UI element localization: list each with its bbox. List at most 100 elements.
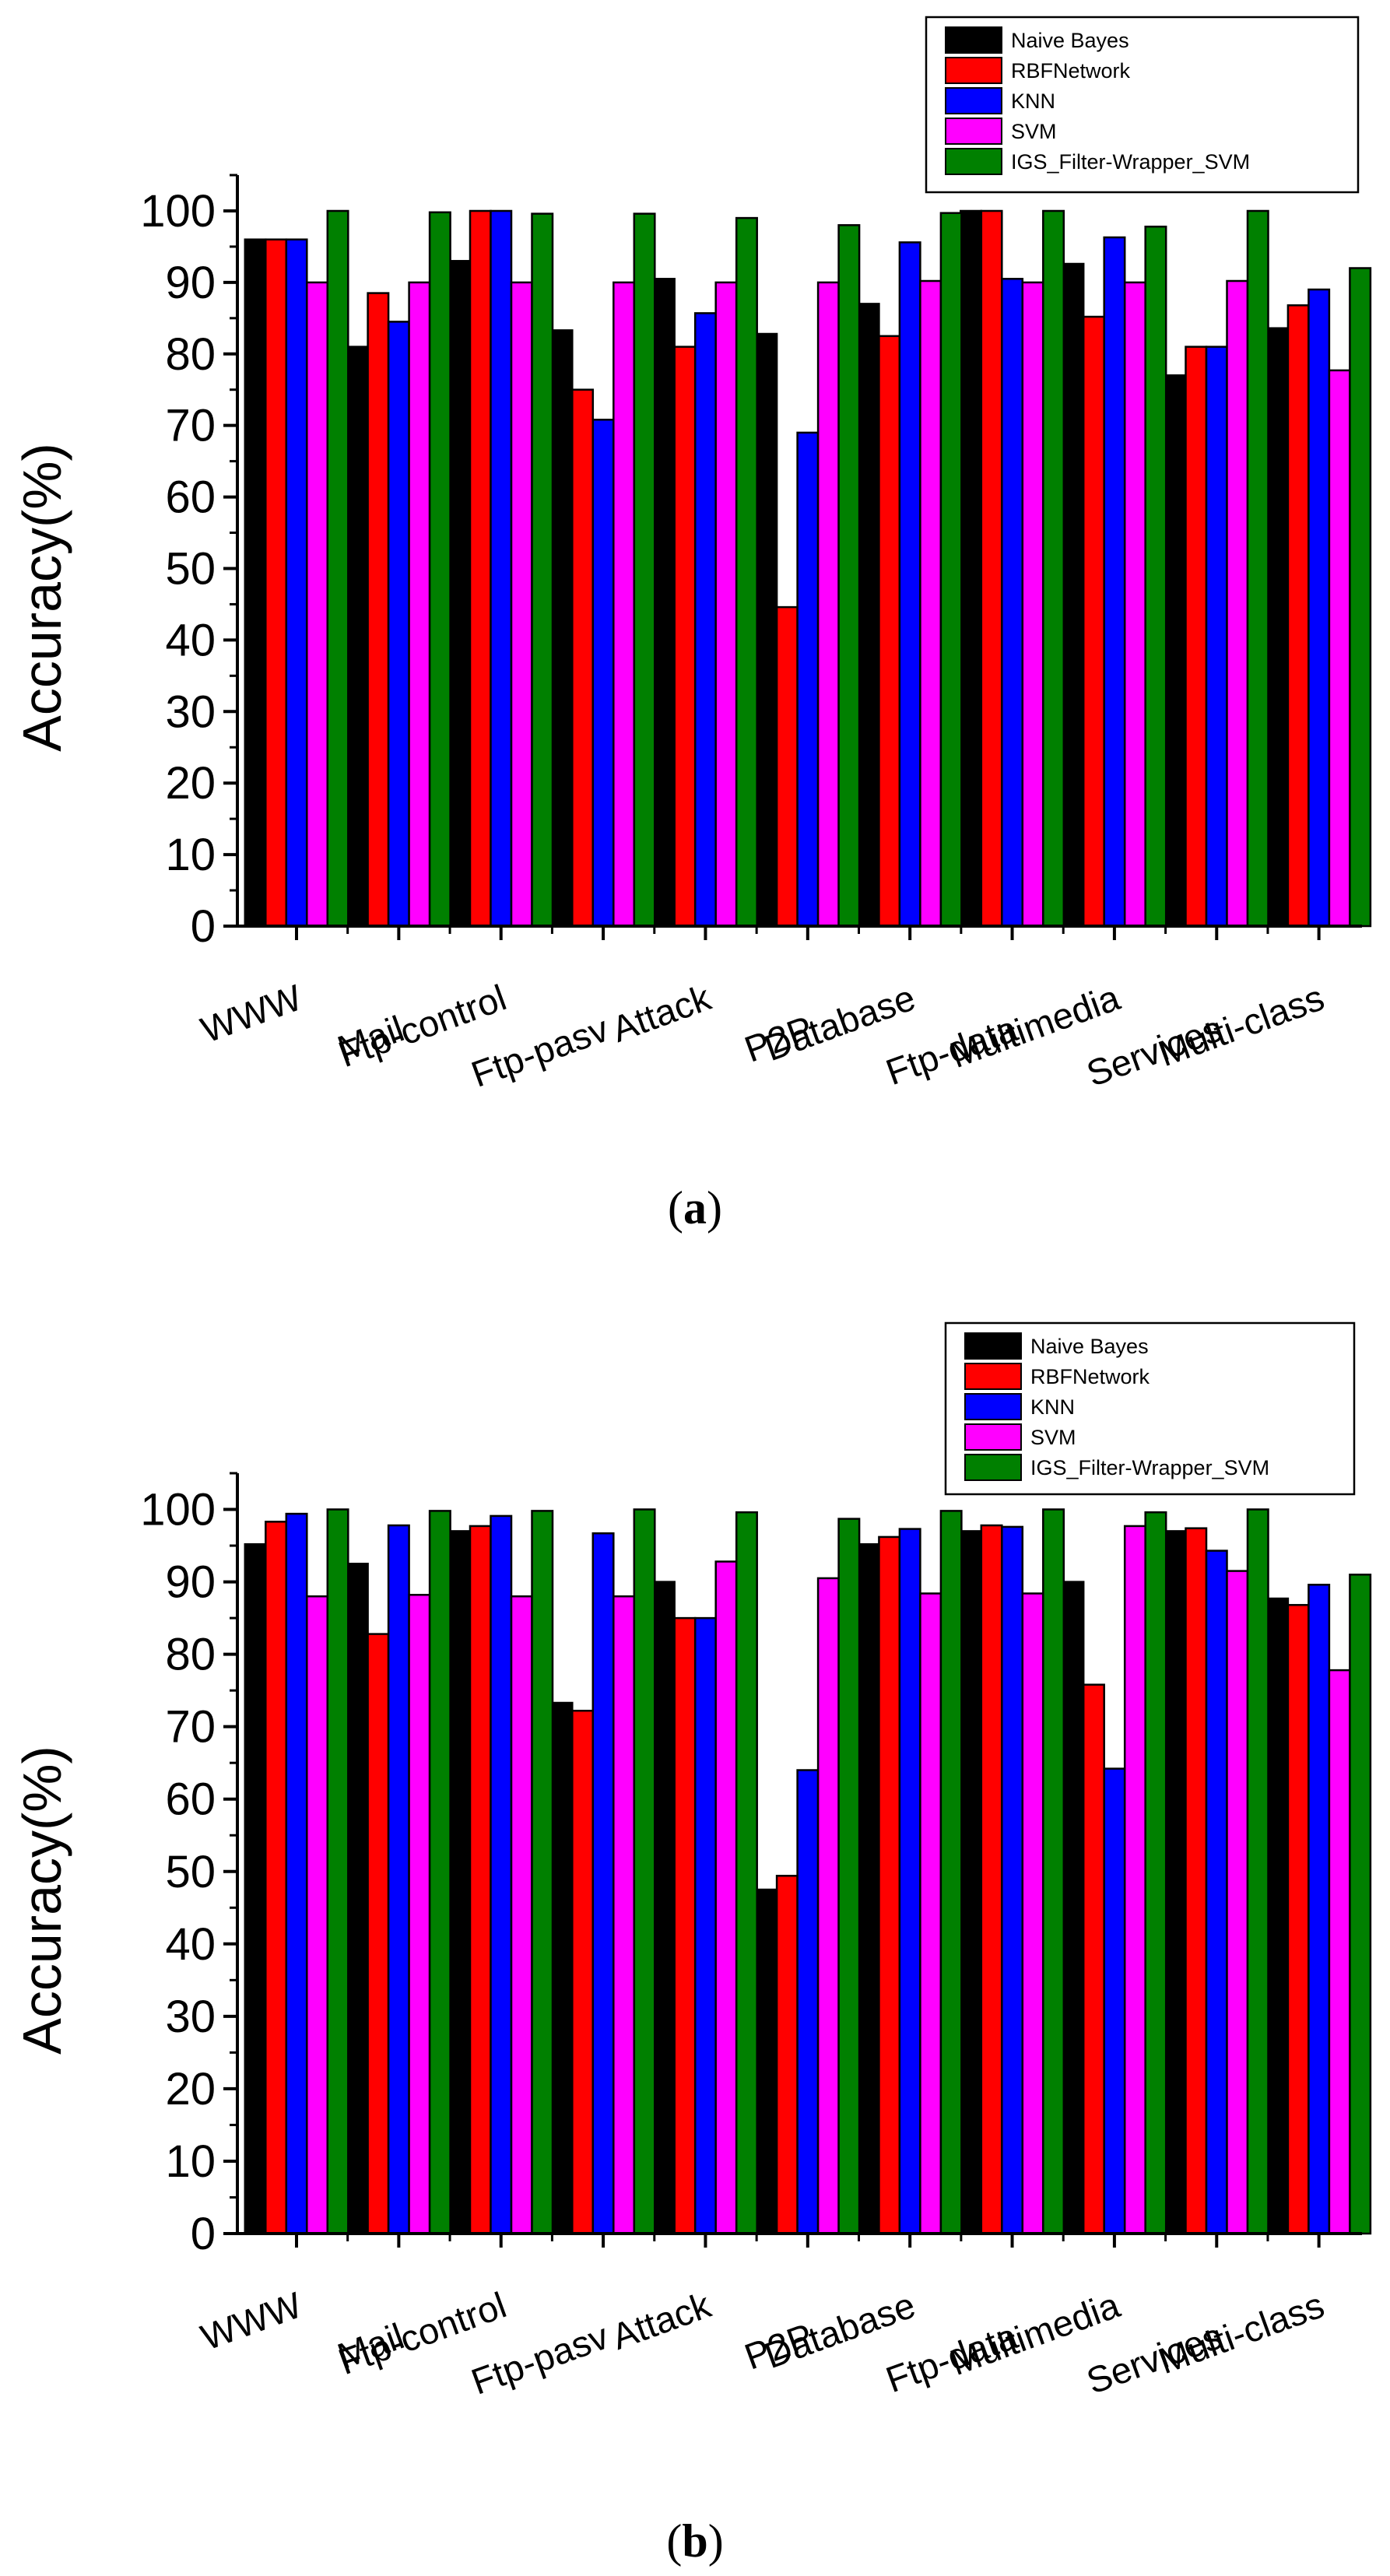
bar-database-1 (857, 1542, 880, 2235)
legend-label: KNN (1030, 1395, 1075, 1419)
x-category-label: WWW (195, 976, 307, 1051)
bar-mail-5 (428, 211, 451, 928)
legend-swatch (945, 87, 1002, 114)
bar-multimedia-2 (1082, 1683, 1105, 2235)
bar-attack-4 (714, 281, 738, 928)
bar-ftp-data-4 (1021, 281, 1044, 928)
legend-label: IGS_Filter-Wrapper_SVM (1030, 1456, 1269, 1479)
legend-swatch (964, 1332, 1022, 1360)
bar-attack-2 (673, 346, 697, 928)
bar-multimedia-2 (1082, 315, 1105, 928)
bar-multi-class-5 (1349, 1574, 1372, 2235)
bar-attack-1 (652, 1581, 676, 2235)
bar-ftp-data-3 (1001, 278, 1024, 928)
y-tick-label: 10 (165, 2136, 216, 2187)
bar-attack-5 (735, 1511, 758, 2235)
bar-ftp-data-3 (1001, 1525, 1024, 2235)
bar-multi-class-4 (1328, 1669, 1351, 2235)
bar-ftp-control-1 (448, 1530, 472, 2235)
y-tick-label: 100 (140, 186, 216, 237)
legend-swatch (945, 118, 1002, 145)
bar-p2p-2 (775, 1875, 799, 2235)
bar-ftp-pasv-3 (591, 419, 615, 928)
bar-mail-2 (367, 1633, 390, 2235)
bar-ftp-pasv-5 (633, 212, 656, 928)
bar-database-5 (939, 1510, 963, 2235)
y-tick-label: 80 (165, 329, 216, 380)
bar-ftp-data-1 (960, 209, 983, 928)
bar-multimedia-5 (1144, 1511, 1167, 2235)
bar-p2p-3 (796, 431, 820, 928)
series-rbfnetwork (265, 1521, 1310, 2235)
bar-www-5 (326, 1508, 349, 2235)
x-category-label: Multi-class (1153, 2284, 1329, 2382)
bar-p2p-2 (775, 605, 799, 928)
bar-ftp-pasv-4 (613, 281, 636, 928)
bar-p2p-3 (796, 1769, 820, 2235)
bar-multi-class-5 (1349, 267, 1372, 928)
bar-p2p-1 (755, 1888, 778, 2235)
bar-multimedia-1 (1062, 262, 1085, 928)
bar-services-2 (1185, 1527, 1208, 2235)
bar-ftp-data-4 (1021, 1592, 1044, 2235)
legend: Naive Bayes RBFNetwork KNN SVM IGS_Filter-Wr… (944, 1321, 1356, 1496)
bar-www-1 (244, 1542, 267, 2235)
y-tick-label: 70 (165, 401, 216, 451)
bar-ftp-control-2 (469, 209, 492, 928)
bar-mail-1 (346, 1563, 369, 2235)
y-tick-label: 20 (165, 758, 216, 809)
legend-label: Naive Bayes (1011, 29, 1129, 52)
bar-multi-class-1 (1266, 327, 1290, 928)
series-igs-filter-wrapper-svm (326, 209, 1372, 928)
bar-p2p-1 (755, 332, 778, 928)
legend-label: KNN (1011, 89, 1055, 113)
bar-ftp-control-4 (510, 1595, 533, 2235)
y-tick-label: 70 (165, 1702, 216, 1753)
bar-www-1 (244, 238, 267, 928)
y-tick-label: 20 (165, 2064, 216, 2114)
bar-multi-class-2 (1286, 304, 1310, 928)
bar-attack-4 (714, 1560, 738, 2235)
bar-ftp-control-1 (448, 260, 472, 928)
y-tick-label: 0 (191, 2209, 216, 2259)
legend-label: SVM (1011, 120, 1057, 143)
series-igs-filter-wrapper-svm (326, 1508, 1372, 2235)
bar-ftp-control-4 (510, 281, 533, 928)
legend-swatch (964, 1363, 1022, 1390)
bar-ftp-data-2 (980, 1524, 1003, 2235)
legend-swatch (964, 1454, 1022, 1481)
series-svm (306, 1525, 1351, 2235)
bar-ftp-pasv-1 (550, 329, 574, 928)
bar-services-4 (1226, 1570, 1249, 2235)
legend-swatch (945, 148, 1002, 175)
series-knn (285, 1512, 1331, 2235)
bar-mail-2 (367, 292, 390, 928)
y-tick-label: 0 (191, 901, 216, 952)
bar-ftp-pasv-4 (613, 1595, 636, 2235)
y-tick-label: 60 (165, 1774, 216, 1825)
legend-swatch (945, 26, 1002, 54)
legend-label: RBFNetwork (1030, 1365, 1150, 1388)
x-category-label: Attack (606, 976, 716, 1050)
bar-ftp-pasv-2 (571, 388, 595, 928)
series-rbfnetwork (265, 209, 1310, 928)
bar-p2p-5 (837, 1518, 861, 2235)
bar-multi-class-3 (1308, 288, 1331, 928)
bar-ftp-pasv-2 (571, 1709, 595, 2235)
bar-www-5 (326, 209, 349, 928)
bar-ftp-data-2 (980, 209, 1003, 928)
legend-swatch (964, 1423, 1022, 1451)
legend-swatch (945, 57, 1002, 84)
bar-mail-5 (428, 1510, 451, 2235)
y-tick-label: 90 (165, 258, 216, 308)
series-naive-bayes (244, 1530, 1290, 2235)
bar-www-4 (306, 281, 329, 928)
legend-label: IGS_Filter-Wrapper_SVM (1011, 150, 1250, 174)
bar-ftp-control-2 (469, 1525, 492, 2235)
bar-multimedia-4 (1123, 1525, 1146, 2235)
bar-www-2 (265, 238, 288, 928)
bar-ftp-control-3 (490, 209, 513, 928)
